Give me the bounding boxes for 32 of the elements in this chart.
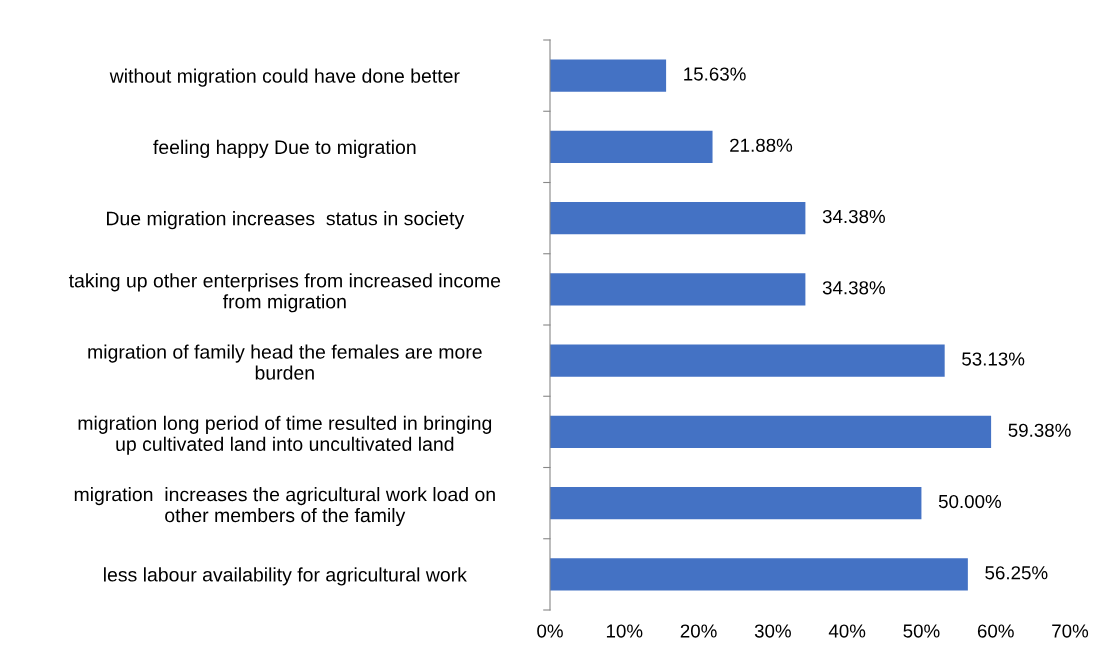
y-tick-label: taking up other enterprises from increased income from migration — [68, 273, 501, 313]
x-tick-label: 40% — [828, 624, 866, 638]
data-label: 21.88% — [730, 138, 793, 152]
x-tick-label: 50% — [903, 624, 940, 638]
bar — [550, 273, 806, 306]
y-tick-label: Due migration increases status in society — [107, 211, 465, 230]
data-label: 59.38% — [1008, 423, 1071, 437]
y-tick-label: less labour availability for agricultural work — [104, 567, 467, 586]
bar — [550, 130, 713, 163]
data-label: 34.38% — [822, 209, 885, 224]
data-label: 53.13% — [962, 352, 1025, 366]
y-tick-label: migration long period of time resulted in bringing up cultivated land into uncultivated land — [78, 415, 492, 455]
bar — [550, 558, 968, 591]
bar — [550, 487, 922, 520]
data-label: 56.25% — [985, 566, 1048, 580]
bar — [550, 202, 806, 235]
x-tick-label: 70% — [1052, 624, 1089, 638]
y-tick-label: without migration could have done better — [109, 68, 460, 87]
y-tick-label: migration increases the agricultural work load on other members of the family — [74, 487, 495, 527]
x-tick-label: 30% — [754, 624, 791, 638]
data-label: 15.63% — [684, 67, 746, 81]
y-tick-label: migration of family head the females are more burden — [88, 344, 482, 380]
bar — [550, 59, 667, 92]
data-label: 34.38% — [822, 281, 885, 295]
x-tick-label: 60% — [977, 624, 1014, 638]
y-tick-label: feeling happy Due to migration — [153, 139, 416, 158]
data-label: 50.00% — [938, 494, 1002, 509]
bar — [550, 415, 992, 448]
x-tick-label: 20% — [680, 624, 717, 638]
x-tick-label: 10% — [606, 624, 643, 638]
x-tick-label: 0% — [537, 624, 563, 638]
bar — [550, 344, 945, 377]
